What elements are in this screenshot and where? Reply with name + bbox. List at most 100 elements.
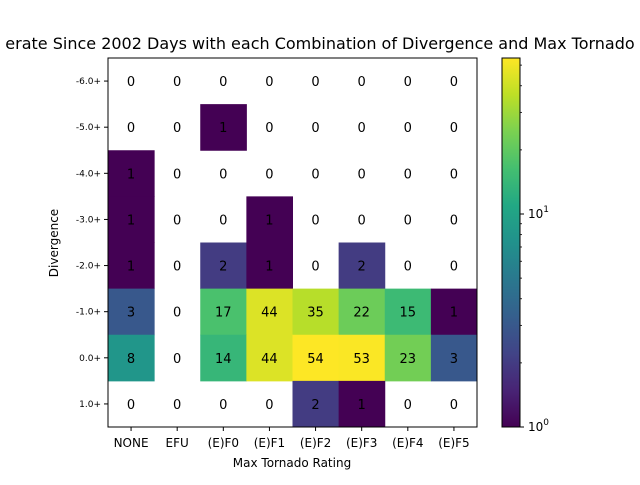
cell-value-label: 0 xyxy=(311,121,319,136)
cell-value-label: 0 xyxy=(173,213,181,228)
colorbar-tick-label: 101 xyxy=(528,205,549,221)
cell-value-label: 0 xyxy=(219,213,227,228)
y-tick-label: -3.0+ xyxy=(76,215,101,225)
heatmap-cell xyxy=(108,150,155,197)
cell-value-label: 8 xyxy=(127,352,135,367)
heatmap-cell xyxy=(292,334,340,382)
cell-value-label: 0 xyxy=(173,75,181,90)
cell-value-label: 0 xyxy=(450,121,458,136)
x-tick-label: (E)F3 xyxy=(346,436,377,450)
heatmap-cell xyxy=(200,242,247,290)
cell-value-label: 35 xyxy=(307,306,324,321)
heatmap-cell xyxy=(246,196,293,243)
cell-value-label: 1 xyxy=(127,167,135,182)
cell-value-label: 0 xyxy=(450,260,458,275)
cell-value-label: 0 xyxy=(219,167,227,182)
cell-value-label: 0 xyxy=(311,260,319,275)
y-tick-label: -2.0+ xyxy=(76,262,101,272)
cell-value-label: 0 xyxy=(404,260,412,275)
heatmap-cell xyxy=(200,334,247,382)
heatmap-cell-labels: 0 0 0 0 0 0 0 0 0 0 1 0 0 0 0 0 1 0 0 0 0 0 0 0 1 0 0 1 0 0 0 0 1 0 2 1 0 2 0 0… xyxy=(127,75,458,413)
x-axis-label: Max Tornado Rating xyxy=(233,456,351,470)
cell-value-label: 44 xyxy=(261,306,278,321)
heatmap-cell xyxy=(246,334,293,382)
cell-value-label: 0 xyxy=(404,213,412,228)
cell-value-label: 0 xyxy=(265,121,273,136)
heatmap-cell xyxy=(108,288,155,336)
cell-value-label: 1 xyxy=(219,121,227,136)
cell-value-label: 54 xyxy=(307,352,324,367)
y-tick-label: 1.0+ xyxy=(79,400,101,410)
cell-value-label: 0 xyxy=(173,306,181,321)
cell-value-label: 53 xyxy=(353,352,370,367)
cell-value-label: 0 xyxy=(127,398,135,413)
cell-value-label: 0 xyxy=(127,75,135,90)
cell-value-label: 1 xyxy=(450,306,458,321)
cell-value-label: 1 xyxy=(265,213,273,228)
heatmap-cell xyxy=(338,288,386,336)
heatmap-cell xyxy=(200,288,247,336)
cell-value-label: 0 xyxy=(173,167,181,182)
cell-value-label: 0 xyxy=(265,398,273,413)
cell-value-label: 0 xyxy=(311,213,319,228)
y-axis-ticks: -6.0+ -5.0+ -4.0+ -3.0+ -2.0+ -1.0+ 0.0+ 1.0+ xyxy=(76,77,108,410)
heatmap-cell xyxy=(430,334,478,382)
cell-value-label: 0 xyxy=(173,121,181,136)
y-tick-label: 0.0+ xyxy=(79,354,101,364)
y-tick-label: -4.0+ xyxy=(76,169,101,179)
heatmap-cell xyxy=(430,288,478,336)
heatmap-cell xyxy=(246,242,293,290)
cell-value-label: 1 xyxy=(265,260,273,275)
x-tick-label: EFU xyxy=(166,436,189,450)
cell-value-label: 0 xyxy=(450,75,458,90)
cell-value-label: 0 xyxy=(127,121,135,136)
cell-value-label: 0 xyxy=(219,75,227,90)
x-tick-label: (E)F1 xyxy=(254,436,285,450)
y-tick-label: -5.0+ xyxy=(76,123,101,133)
heatmap-cell xyxy=(292,380,340,428)
heatmap-cell xyxy=(200,104,247,151)
cell-value-label: 14 xyxy=(215,352,232,367)
x-tick-label: (E)F2 xyxy=(300,436,331,450)
heatmap-cells xyxy=(108,104,478,428)
cell-value-label: 0 xyxy=(173,260,181,275)
plot-frame xyxy=(107,57,478,428)
cell-value-label: 0 xyxy=(173,352,181,367)
cell-value-label: 22 xyxy=(353,306,370,321)
heatmap-cell xyxy=(292,288,340,336)
cell-value-label: 0 xyxy=(311,75,319,90)
heatmap-cell xyxy=(384,288,432,336)
cell-value-label: 0 xyxy=(404,398,412,413)
colorbar xyxy=(501,57,521,428)
cell-value-label: 0 xyxy=(358,75,366,90)
heatmap-cell xyxy=(108,242,155,290)
x-axis-ticks: NONE EFU (E)F0 (E)F1 (E)F2 (E)F3 (E)F4 (E)F5 xyxy=(114,427,470,450)
cell-value-label: 0 xyxy=(358,167,366,182)
cell-value-label: 2 xyxy=(219,260,227,275)
cell-value-label: 0 xyxy=(450,167,458,182)
heatmap-cell xyxy=(338,334,386,382)
cell-value-label: 0 xyxy=(173,398,181,413)
cell-value-label: 0 xyxy=(311,167,319,182)
heatmap-cell xyxy=(384,334,432,382)
x-tick-label: NONE xyxy=(114,436,149,450)
heatmap-cell xyxy=(108,196,155,243)
x-tick-label: (E)F4 xyxy=(392,436,423,450)
y-tick-label: -6.0+ xyxy=(76,77,101,87)
heatmap-cell xyxy=(246,288,293,336)
cell-value-label: 0 xyxy=(404,167,412,182)
cell-value-label: 3 xyxy=(450,352,458,367)
cell-value-label: 1 xyxy=(127,213,135,228)
x-tick-label: (E)F5 xyxy=(438,436,469,450)
cell-value-label: 1 xyxy=(127,260,135,275)
cell-value-label: 44 xyxy=(261,352,278,367)
colorbar-tick-label: 100 xyxy=(528,418,549,434)
cell-value-label: 3 xyxy=(127,306,135,321)
colorbar-ticks: 100 101 xyxy=(520,64,549,434)
y-tick-label: -1.0+ xyxy=(76,308,101,318)
cell-value-label: 0 xyxy=(358,121,366,136)
cell-value-label: 0 xyxy=(450,398,458,413)
cell-value-label: 0 xyxy=(404,121,412,136)
